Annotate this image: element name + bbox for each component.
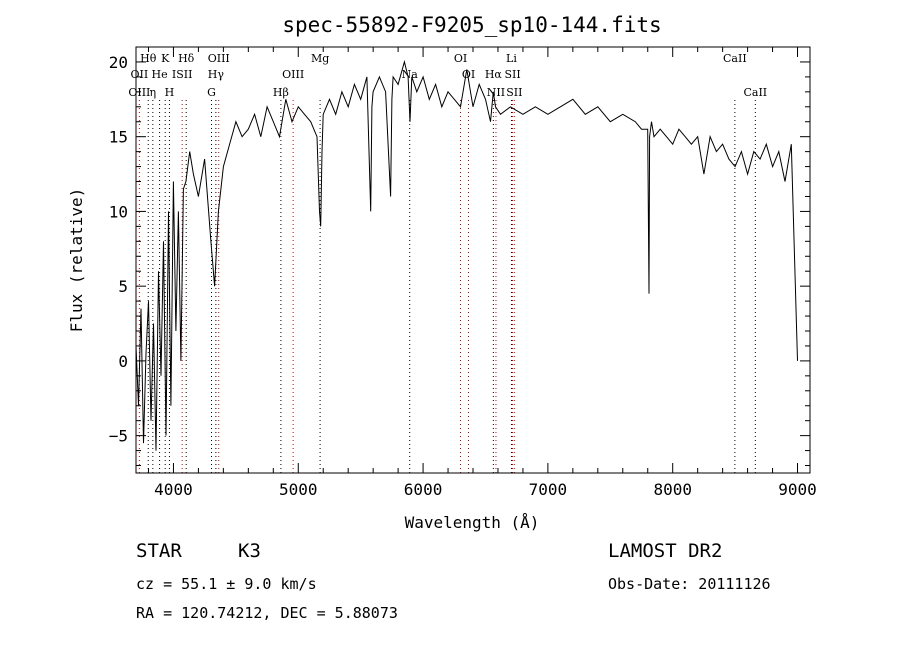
y-tick-label: 0 xyxy=(118,352,128,371)
y-axis: −5 0 5 10 15 20 xyxy=(109,46,810,467)
x-axis-label: Wavelength (Å) xyxy=(405,513,540,532)
x-tick-label: 9000 xyxy=(778,480,817,499)
object-subclass: K3 xyxy=(238,540,261,562)
y-tick-label: 15 xyxy=(109,128,128,147)
x-tick-label: 7000 xyxy=(529,480,568,499)
x-tick-label: 4000 xyxy=(154,480,193,499)
spectral-line-label: Na xyxy=(402,68,419,81)
spectral-line-label: Mg xyxy=(311,52,329,65)
y-tick-label: 10 xyxy=(109,202,128,221)
spectral-line-label: NII xyxy=(487,86,505,99)
spectral-line-label: Hδ xyxy=(178,52,195,65)
spectrum-line xyxy=(135,59,798,451)
y-axis-label: Flux (relative) xyxy=(67,188,86,333)
survey-name: LAMOST DR2 xyxy=(608,540,723,562)
spectral-line-label: ISII xyxy=(172,68,193,81)
spectral-line-label: OIII xyxy=(128,86,150,99)
object-class: STAR xyxy=(136,540,182,562)
spectral-line-label: K xyxy=(161,52,170,65)
observation-date: Obs-Date: 20111126 xyxy=(608,575,771,593)
spectral-line-label: CaII xyxy=(743,86,767,99)
spectral-line-label: OI xyxy=(454,52,467,65)
spectral-line-label: Li xyxy=(506,52,517,65)
y-tick-label: −5 xyxy=(109,427,128,446)
spectral-line-label: G xyxy=(207,86,216,99)
chart-title: spec-55892-F9205_sp10-144.fits xyxy=(282,13,661,37)
spectral-line-label: Hβ xyxy=(273,86,289,99)
spectral-line-label: Hα xyxy=(485,68,503,81)
spectral-line-label: SII xyxy=(506,86,522,99)
spectral-line-label: SII xyxy=(504,68,520,81)
spectral-line-label: He xyxy=(152,68,168,81)
spectral-line-label: η xyxy=(150,86,157,99)
y-tick-label: 5 xyxy=(118,277,128,296)
spectral-line-label: Hθ xyxy=(140,52,157,65)
x-tick-label: 5000 xyxy=(279,480,318,499)
plot-frame xyxy=(135,46,811,474)
spectral-line-label: CaII xyxy=(723,52,747,65)
x-axis: 4000 5000 6000 7000 8000 9000 xyxy=(147,47,817,499)
spectral-line-label: OII xyxy=(131,68,149,81)
y-tick-label: 20 xyxy=(109,53,128,72)
spectral-line-label: OIII xyxy=(282,68,304,81)
spectral-line-label: Hγ xyxy=(208,68,225,81)
spectral-line-markers xyxy=(138,100,756,473)
spectral-line-label: OIII xyxy=(208,52,230,65)
redshift-velocity: cz = 55.1 ± 9.0 km/s xyxy=(136,575,317,593)
x-tick-label: 6000 xyxy=(404,480,443,499)
x-tick-label: 8000 xyxy=(653,480,692,499)
coordinates: RA = 120.74212, DEC = 5.88073 xyxy=(136,604,398,622)
spectral-line-label: H xyxy=(165,86,175,99)
